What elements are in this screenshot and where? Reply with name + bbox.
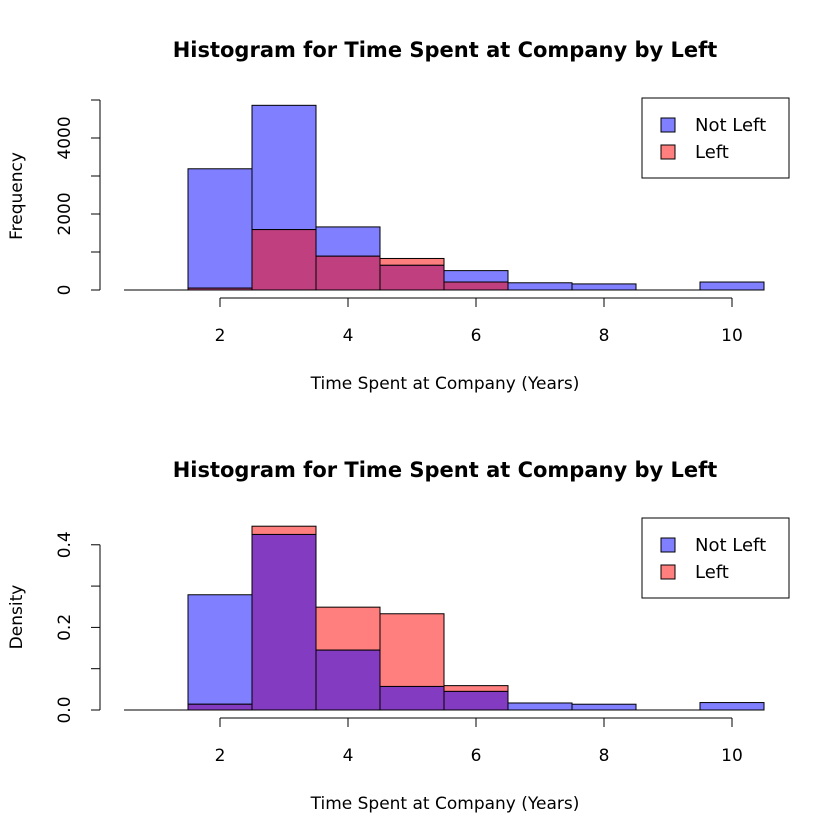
overlap-bar bbox=[187, 703, 253, 711]
y-axis-label: Frequency bbox=[7, 152, 27, 240]
left-bar bbox=[379, 613, 445, 687]
y-tick-label: 0 bbox=[55, 285, 75, 296]
overlap-bar bbox=[379, 685, 445, 711]
x-tick-label: 6 bbox=[471, 326, 482, 346]
x-axis: 2 4 6 8 10 bbox=[215, 717, 743, 766]
legend-box bbox=[641, 517, 790, 599]
chart-title: Histogram for Time Spent at Company by L… bbox=[173, 38, 718, 62]
legend-label: Not Left bbox=[695, 535, 766, 556]
y-axis: 0 2000 4000 bbox=[55, 99, 101, 296]
overlap-bar bbox=[379, 264, 445, 291]
y-tick-label: 0.0 bbox=[55, 696, 75, 723]
left-bar bbox=[315, 606, 381, 651]
y-axis: 0.0 0.2 0.4 bbox=[55, 531, 101, 724]
frequency-histogram-panel: Histogram for Time Spent at Company by L… bbox=[7, 38, 790, 394]
x-tick-label: 4 bbox=[343, 326, 354, 346]
legend-label: Not Left bbox=[695, 115, 766, 136]
not-left-bar bbox=[507, 282, 573, 291]
left-bar bbox=[379, 257, 445, 266]
not-left-bar bbox=[251, 104, 317, 231]
overlap-bar bbox=[187, 287, 253, 291]
overlap-bar bbox=[443, 690, 509, 711]
legend: Not Left Left bbox=[641, 517, 790, 599]
left-bar bbox=[251, 525, 317, 535]
overlap-bar bbox=[251, 229, 317, 291]
x-axis: 2 4 6 8 10 bbox=[215, 297, 743, 346]
not-left-bar bbox=[699, 281, 765, 291]
legend-box bbox=[641, 97, 790, 179]
not-left-bar bbox=[187, 594, 253, 705]
x-tick-label: 6 bbox=[471, 746, 482, 766]
overlap-bar bbox=[315, 255, 381, 291]
x-tick-label: 8 bbox=[599, 746, 610, 766]
y-tick-label: 0.2 bbox=[55, 614, 75, 641]
x-tick-label: 10 bbox=[721, 326, 743, 346]
y-tick-label: 4000 bbox=[55, 116, 75, 159]
legend-swatch bbox=[660, 537, 676, 553]
density-histogram-panel: Histogram for Time Spent at Company by L… bbox=[7, 458, 790, 814]
x-axis-label: Time Spent at Company (Years) bbox=[310, 374, 580, 394]
x-tick-label: 10 bbox=[721, 746, 743, 766]
y-axis-label: Density bbox=[7, 585, 27, 650]
not-left-bar bbox=[315, 226, 381, 257]
not-left-bar bbox=[571, 703, 637, 711]
x-tick-label: 8 bbox=[599, 326, 610, 346]
legend: Not Left Left bbox=[641, 97, 790, 179]
x-axis-label: Time Spent at Company (Years) bbox=[310, 794, 580, 814]
not-left-bar bbox=[187, 168, 253, 289]
overlap-bar bbox=[315, 649, 381, 711]
x-tick-label: 2 bbox=[215, 746, 226, 766]
legend-label: Left bbox=[695, 562, 729, 583]
not-left-bar bbox=[507, 702, 573, 711]
y-tick-label: 0.4 bbox=[55, 531, 75, 558]
chart-title: Histogram for Time Spent at Company by L… bbox=[173, 458, 718, 482]
left-bar bbox=[443, 685, 509, 692]
overlap-bar bbox=[443, 281, 509, 291]
not-left-bar bbox=[443, 270, 509, 283]
bars-group bbox=[124, 104, 765, 291]
not-left-bar bbox=[699, 702, 765, 711]
legend-swatch bbox=[660, 144, 676, 160]
y-tick-label: 2000 bbox=[55, 192, 75, 235]
legend-swatch bbox=[660, 564, 676, 580]
not-left-bar bbox=[571, 283, 637, 291]
overlap-bar bbox=[251, 533, 317, 711]
legend-label: Left bbox=[695, 142, 729, 163]
legend-swatch bbox=[660, 117, 676, 133]
bars-group bbox=[124, 525, 765, 711]
x-tick-label: 2 bbox=[215, 326, 226, 346]
x-tick-label: 4 bbox=[343, 746, 354, 766]
